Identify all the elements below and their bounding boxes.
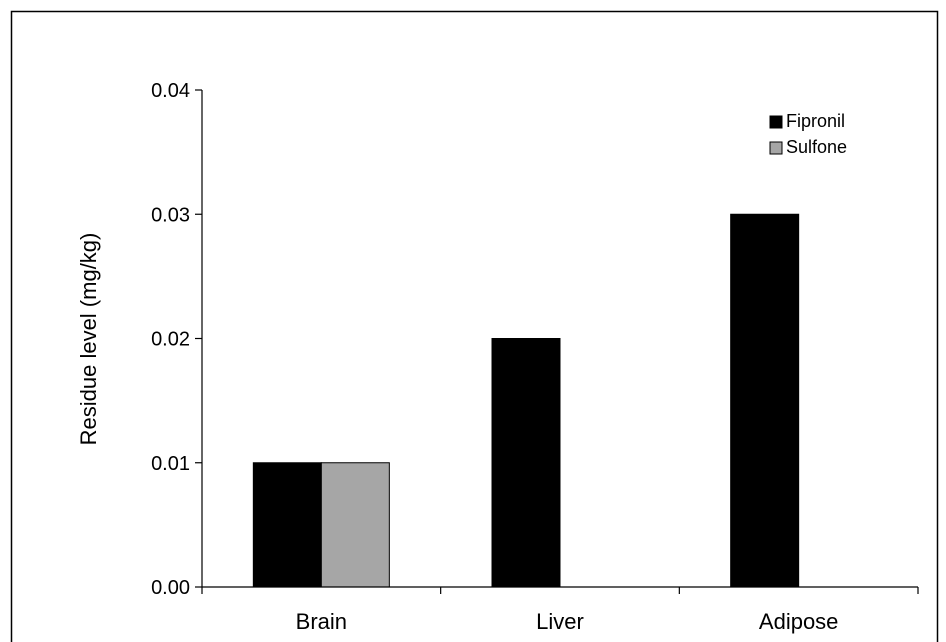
y-tick-label: 0.02 [151, 329, 190, 351]
x-tick-label-adipose: Adipose [759, 609, 839, 634]
x-tick-label-liver: Liver [536, 609, 584, 634]
y-axis-label: Residue level (mg/kg) [76, 233, 101, 446]
y-tick-label: 0.04 [151, 80, 190, 102]
ticks-group: 0.00 0.01 0.02 0.03 0.04 Brain Liver Adipose [151, 80, 919, 634]
bar-fipronil-liver [491, 338, 561, 588]
legend-swatch-fipronil [769, 115, 783, 129]
y-tick-label: 0.00 [151, 577, 190, 599]
legend-label-fipronil: Fipronil [786, 111, 845, 131]
bar-fipronil-brain [252, 462, 322, 588]
y-tick-label: 0.03 [151, 204, 190, 226]
x-tick-label-brain: Brain [296, 609, 347, 634]
legend-label-sulfone: Sulfone [786, 137, 847, 157]
bar-sulfone-brain [320, 462, 390, 588]
bar-fipronil-adipose [730, 213, 800, 588]
legend: Fipronil Sulfone [769, 111, 847, 157]
legend-swatch-sulfone [769, 141, 783, 155]
y-tick-label: 0.01 [151, 453, 190, 475]
